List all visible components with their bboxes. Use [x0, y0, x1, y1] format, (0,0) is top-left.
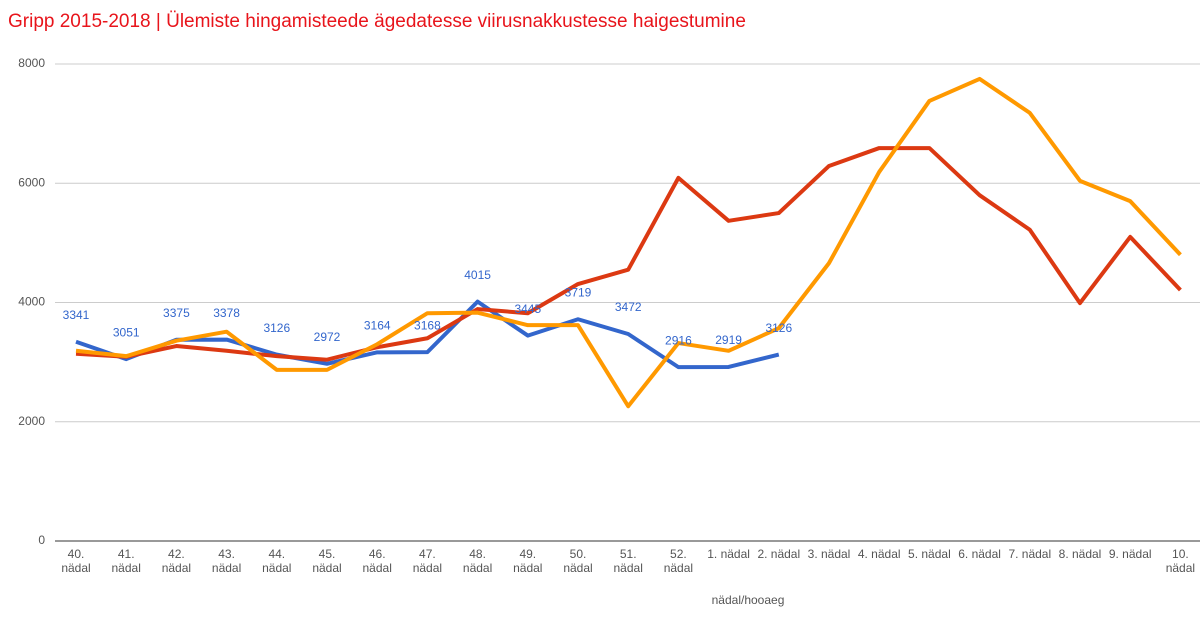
- series-line: [75, 76, 1182, 409]
- x-tick-label: 2. nädal: [757, 547, 801, 561]
- chart-title: Gripp 2015-2018 | Ülemiste hingamisteede…: [8, 11, 746, 32]
- y-tick-label: 6000: [18, 175, 45, 189]
- x-tick-label: 4. nädal: [857, 547, 901, 561]
- y-tick-label: 2000: [18, 414, 45, 428]
- series-line: [75, 146, 1182, 362]
- x-tick-label: 1. nädal: [707, 547, 750, 561]
- data-label: 3375: [163, 306, 190, 320]
- x-tick-label: 52. nädal: [663, 547, 694, 575]
- data-label: 3341: [63, 308, 90, 322]
- x-tick-label: 3. nädal: [807, 547, 851, 561]
- x-tick-label: 51. nädal: [613, 547, 643, 575]
- x-tick-label: 47. nädal: [412, 547, 443, 575]
- data-label: 3051: [113, 325, 140, 339]
- y-tick-label: 0: [38, 533, 45, 547]
- data-label: 3126: [765, 321, 792, 335]
- x-tick-label: 48. nädal: [462, 547, 493, 575]
- x-tick-label: 5. nädal: [908, 547, 951, 561]
- x-tick-label: 42. nädal: [161, 547, 192, 575]
- data-label: 3719: [565, 285, 592, 299]
- x-tick-label: 46. nädal: [362, 547, 392, 575]
- data-label: 3445: [514, 302, 541, 316]
- data-label: 3168: [414, 318, 441, 332]
- x-tick-label: 10. nädal: [1165, 547, 1196, 575]
- data-label: 3378: [213, 306, 240, 320]
- x-tick-label: 41. nädal: [111, 547, 141, 575]
- data-label: 3164: [364, 319, 391, 333]
- x-axis-label: nädal/hooaeg: [712, 593, 785, 607]
- x-tick-label: 44. nädal: [262, 547, 292, 575]
- x-tick-label: 50. nädal: [563, 547, 593, 575]
- data-label: 2919: [715, 333, 742, 347]
- data-label: 3472: [615, 300, 642, 314]
- x-tick-label: 49. nädal: [513, 547, 543, 575]
- x-tick-label: 8. nädal: [1058, 547, 1102, 561]
- data-label: 4015: [464, 268, 491, 282]
- y-tick-label: 4000: [18, 295, 45, 309]
- x-tick-label: 40. nädal: [61, 547, 91, 575]
- data-label: 2972: [314, 330, 341, 344]
- x-tick-label: 6. nädal: [958, 547, 1001, 561]
- data-label: 3126: [263, 321, 290, 335]
- x-tick-label: 45. nädal: [312, 547, 342, 575]
- x-tick-label: 7. nädal: [1008, 547, 1052, 561]
- y-tick-label: 8000: [18, 56, 45, 70]
- x-tick-label: 9. nädal: [1108, 547, 1152, 561]
- data-label: 2916: [665, 333, 692, 347]
- x-tick-label: 43. nädal: [211, 547, 242, 575]
